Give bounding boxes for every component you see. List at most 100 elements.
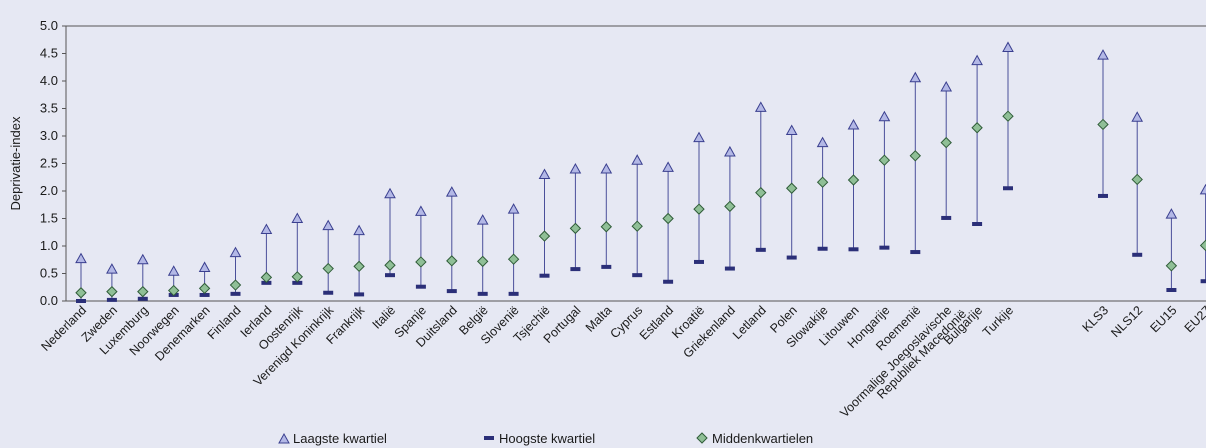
data-marks <box>75 41 1206 303</box>
middenkwartielen-mark <box>446 255 458 267</box>
category-label: EU27 <box>1182 303 1206 335</box>
laagste-kwartiel-mark <box>415 205 427 216</box>
hoogste-kwartiel-mark <box>724 266 735 271</box>
middenkwartielen-mark <box>755 186 767 199</box>
middenkwartielen-mark <box>75 287 87 299</box>
legend-label-laagste: Laagste kwartiel <box>293 431 387 446</box>
hoogste-kwartiel-mark <box>1132 252 1143 257</box>
category-labels: NederlandZwedenLuxemburgNoorwegenDenemar… <box>38 303 1206 421</box>
hoogste-kwartiel-mark <box>601 264 612 269</box>
laagste-kwartiel-mark <box>476 214 489 225</box>
legend-diamond-marker <box>696 432 708 444</box>
legend-triangle-marker <box>278 432 290 444</box>
middenkwartielen-mark <box>1199 239 1206 252</box>
laagste-kwartiel-mark <box>693 131 705 143</box>
middenkwartielen-mark <box>724 200 736 213</box>
laagste-kwartiel-mark <box>971 54 983 66</box>
hoogste-kwartiel-mark <box>415 284 426 289</box>
hoogste-kwartiel-mark <box>354 292 365 297</box>
hoogste-kwartiel-mark <box>199 292 210 297</box>
laagste-kwartiel-mark <box>785 124 798 135</box>
middenkwartielen-mark <box>1165 260 1178 272</box>
laagste-kwartiel-mark <box>940 81 953 92</box>
middenkwartielen-mark <box>631 220 643 232</box>
legend-label-midden: Middenkwartielen <box>712 431 813 446</box>
hoogste-kwartiel-mark <box>323 290 334 295</box>
y-tick-label: 1.0 <box>40 238 58 253</box>
hoogste-kwartiel-mark <box>632 273 643 278</box>
middenkwartielen-mark <box>322 262 334 275</box>
laagste-kwartiel-mark <box>1097 49 1109 60</box>
laagste-kwartiel-mark <box>445 186 458 197</box>
legend-dash-marker <box>484 436 494 440</box>
laagste-kwartiel-mark <box>724 145 736 157</box>
middenkwartielen-mark <box>198 282 211 295</box>
category-label: Turkije <box>980 303 1016 339</box>
middenkwartielen-mark <box>940 136 952 149</box>
middenkwartielen-mark <box>538 230 551 242</box>
middenkwartielen-mark <box>137 285 149 298</box>
y-tick-label: 3.0 <box>40 128 58 143</box>
middenkwartielen-mark <box>353 260 365 273</box>
hoogste-kwartiel-mark <box>941 215 952 220</box>
category-label: KLS3 <box>1080 303 1112 335</box>
y-tick-label: 5.0 <box>40 18 58 33</box>
middenkwartielen-mark <box>291 271 304 283</box>
hoogste-kwartiel-mark <box>1003 186 1013 191</box>
hoogste-kwartiel-mark <box>508 291 519 296</box>
category-label: EU15 <box>1148 303 1180 335</box>
middenkwartielen-mark <box>106 285 118 298</box>
hoogste-kwartiel-mark <box>972 222 983 226</box>
hoogste-kwartiel-mark <box>446 289 457 294</box>
laagste-kwartiel-mark <box>167 265 180 276</box>
middenkwartielen-mark <box>384 259 396 271</box>
hoogste-kwartiel-mark <box>817 246 828 251</box>
hoogste-kwartiel-mark <box>786 255 797 260</box>
laagste-kwartiel-mark <box>538 168 551 179</box>
laagste-kwartiel-mark <box>878 110 891 122</box>
middenkwartielen-mark <box>1002 110 1014 122</box>
laagste-kwartiel-mark <box>106 263 118 274</box>
laagste-kwartiel-mark <box>198 261 211 272</box>
category-label: NLS12 <box>1108 303 1145 340</box>
y-tick-label: 2.5 <box>40 156 58 171</box>
hoogste-kwartiel-mark <box>1098 193 1108 198</box>
laagste-kwartiel-mark <box>322 219 335 231</box>
middenkwartielen-mark <box>816 176 829 188</box>
hoogste-kwartiel-mark <box>230 291 241 296</box>
y-tick-label: 0.0 <box>40 293 58 308</box>
legend-label-hoogste: Hoogste kwartiel <box>499 431 595 446</box>
hoogste-kwartiel-mark <box>879 245 890 250</box>
y-tick-label: 2.0 <box>40 183 58 198</box>
laagste-kwartiel-mark <box>507 203 520 214</box>
middenkwartielen-mark <box>507 253 520 265</box>
laagste-kwartiel-mark <box>291 212 304 223</box>
laagste-kwartiel-mark <box>136 253 149 265</box>
hoogste-kwartiel-mark <box>137 296 148 301</box>
laagste-kwartiel-mark <box>662 161 674 172</box>
middenkwartielen-mark <box>600 221 613 233</box>
range-lines <box>80 47 1206 301</box>
middenkwartielen-mark <box>971 122 983 134</box>
laagste-kwartiel-mark <box>229 246 242 258</box>
middenkwartielen-mark <box>785 182 798 194</box>
laagste-kwartiel-mark <box>631 154 644 165</box>
laagste-kwartiel-mark <box>384 187 396 199</box>
y-tick-label: 4.0 <box>40 73 58 88</box>
hoogste-kwartiel-mark <box>848 247 859 252</box>
laagste-kwartiel-mark <box>75 252 87 264</box>
hoogste-kwartiel-mark <box>1200 279 1206 284</box>
laagste-kwartiel-mark <box>816 136 829 148</box>
middenkwartielen-mark <box>909 150 922 162</box>
laagste-kwartiel-mark <box>1199 183 1206 195</box>
category-label: Nederland <box>38 303 89 354</box>
hoogste-kwartiel-mark <box>910 250 921 255</box>
y-tick-label: 1.5 <box>40 211 58 226</box>
middenkwartielen-mark <box>693 203 705 215</box>
middenkwartielen-mark <box>167 284 180 297</box>
hoogste-kwartiel-mark <box>694 259 704 264</box>
hoogste-kwartiel-mark <box>755 247 766 252</box>
laagste-kwartiel-mark <box>1165 208 1178 219</box>
laagste-kwartiel-mark <box>754 101 767 112</box>
